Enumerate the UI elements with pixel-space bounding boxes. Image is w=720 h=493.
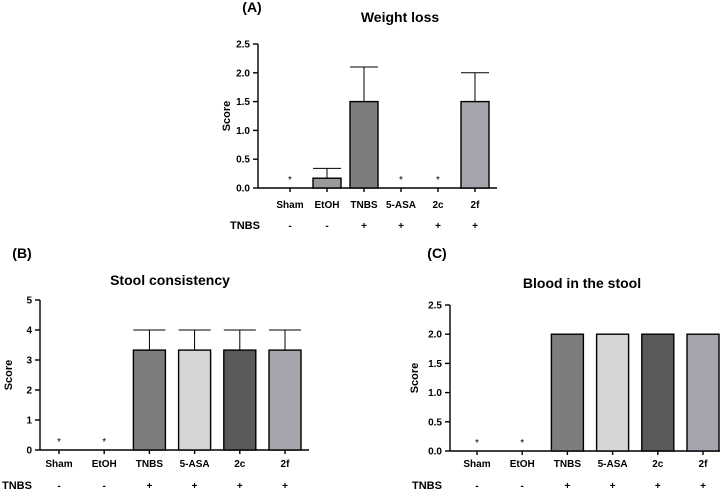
y-tick-label: 1.0 <box>236 126 250 137</box>
y-tick-label: 1 <box>26 416 32 427</box>
panel-label: (C) <box>427 245 446 261</box>
bar-5-asa <box>177 349 212 451</box>
treatment-sign: + <box>435 221 441 232</box>
bar-etoh <box>312 177 342 189</box>
y-tick-label: 0.0 <box>428 447 442 458</box>
significance-marker: * <box>399 175 403 186</box>
y-tick-label: 2.5 <box>236 40 250 51</box>
treatment-sign: - <box>103 481 106 492</box>
significance-marker: * <box>436 175 440 186</box>
bar-tnbs <box>550 333 585 452</box>
treatment-sign: + <box>146 481 152 492</box>
x-tick-label: 2f <box>471 200 481 211</box>
significance-marker: * <box>288 175 292 186</box>
treatment-sign: - <box>57 481 60 492</box>
chart-title: Stool consistency <box>110 272 230 288</box>
y-tick-label: 2 <box>26 386 32 397</box>
treatment-sign: - <box>475 481 478 492</box>
treatment-sign: + <box>564 481 570 492</box>
y-tick-label: 4 <box>26 326 32 337</box>
bar-2c <box>223 349 257 451</box>
y-tick-label: 1.0 <box>428 388 442 399</box>
bar-2f <box>686 333 720 452</box>
y-tick-label: 0.5 <box>236 155 250 166</box>
y-tick-label: 2.0 <box>428 330 442 341</box>
x-tick-label: EtOH <box>315 200 340 211</box>
y-tick-label: 3 <box>26 356 32 367</box>
y-tick-label: 0.0 <box>236 184 250 195</box>
y-axis-label: Score <box>3 360 15 391</box>
y-tick-label: 5 <box>26 296 32 307</box>
bar-tnbs <box>132 349 167 451</box>
y-tick-label: 1.5 <box>236 97 250 108</box>
panel-label: (A) <box>242 0 261 15</box>
panel-b: (B) Stool consistency Score 0 1 2 3 4 5 * Sham - * Et… <box>2 245 309 492</box>
treatment-row-label: TNBS <box>230 220 260 232</box>
significance-marker: * <box>57 437 61 448</box>
treatment-sign: + <box>361 221 367 232</box>
y-axis-label: Score <box>409 363 421 394</box>
treatment-sign: + <box>237 481 243 492</box>
x-tick-label: EtOH <box>92 459 117 470</box>
x-tick-label: TNBS <box>350 200 378 211</box>
significance-marker: * <box>520 438 524 449</box>
significance-marker: * <box>475 438 479 449</box>
treatment-sign: - <box>325 221 328 232</box>
treatment-sign: + <box>282 481 288 492</box>
chart-title: Blood in the stool <box>523 275 641 291</box>
treatment-sign: - <box>521 481 524 492</box>
treatment-sign: + <box>472 221 478 232</box>
x-tick-label: 2c <box>234 459 246 470</box>
x-tick-label: 2c <box>652 459 664 470</box>
treatment-sign: + <box>610 481 616 492</box>
treatment-sign: + <box>655 481 661 492</box>
x-tick-label: TNBS <box>554 459 582 470</box>
treatment-sign: - <box>288 221 291 232</box>
bar-tnbs <box>349 100 379 189</box>
bar-2f <box>268 349 302 451</box>
significance-marker: * <box>102 437 106 448</box>
treatment-sign: + <box>398 221 404 232</box>
y-tick-label: 1.5 <box>428 359 442 370</box>
x-tick-label: 2c <box>432 200 444 211</box>
chart-title: Weight loss <box>361 9 440 25</box>
x-tick-label: 2f <box>281 459 291 470</box>
y-tick-label: 2.5 <box>428 301 442 312</box>
x-tick-label: TNBS <box>136 459 164 470</box>
panel-c: (C) Blood in the stool Score 0.0 0.5 1.0 1.5 2.… <box>409 245 720 492</box>
treatment-sign: + <box>700 481 706 492</box>
y-axis-label: Score <box>221 101 233 132</box>
panel-a: (A) Weight loss Score 0.0 0.5 1.0 1.5 2.0 2.5 * Sh… <box>221 0 497 232</box>
y-tick-label: 0 <box>26 446 32 457</box>
treatment-row-label: TNBS <box>412 480 442 492</box>
x-tick-label: Sham <box>276 200 303 211</box>
bar-2c <box>641 333 675 452</box>
x-tick-label: 2f <box>699 459 709 470</box>
x-tick-label: 5-ASA <box>386 200 416 211</box>
bar-5-asa <box>595 333 630 452</box>
y-tick-label: 0.5 <box>428 417 442 428</box>
x-tick-label: 5-ASA <box>180 459 210 470</box>
treatment-sign: + <box>192 481 198 492</box>
y-tick-label: 2.0 <box>236 68 250 79</box>
x-tick-label: 5-ASA <box>598 459 628 470</box>
x-tick-label: Sham <box>463 459 490 470</box>
bar-2f <box>460 100 490 189</box>
x-tick-label: EtOH <box>510 459 535 470</box>
x-tick-label: Sham <box>45 459 72 470</box>
panel-label: (B) <box>12 245 31 261</box>
treatment-row-label: TNBS <box>2 480 32 492</box>
